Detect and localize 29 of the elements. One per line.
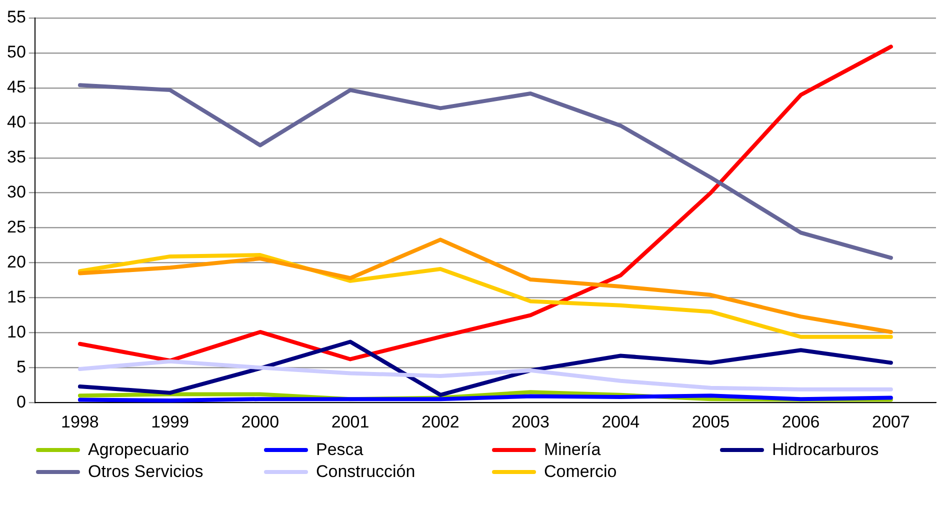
y-tick-label: 55 <box>6 8 26 27</box>
y-tick-label: 45 <box>6 78 26 97</box>
y-tick-label: 15 <box>6 287 26 306</box>
legend-label: Agropecuario <box>88 440 190 460</box>
x-tick-label: 2006 <box>782 412 820 432</box>
x-tick-label: 2002 <box>421 412 460 432</box>
y-tick-label: 10 <box>6 322 26 342</box>
y-tick-label: 5 <box>16 357 26 376</box>
legend-label: Hidrocarburos <box>772 440 879 460</box>
legend-label: Minería <box>544 440 601 460</box>
y-tick-label: 40 <box>6 112 26 132</box>
y-tick-label: 30 <box>6 182 26 202</box>
legend-label: Otros Servicios <box>88 462 204 482</box>
x-tick-label: 2001 <box>331 412 370 432</box>
legend-label: Pesca <box>316 440 364 460</box>
x-tick-label: 2007 <box>872 412 910 432</box>
y-tick-label: 0 <box>16 392 26 412</box>
y-tick-label: 50 <box>6 42 26 62</box>
y-tick-label: 25 <box>6 217 26 236</box>
x-tick-label: 1998 <box>61 412 99 432</box>
x-tick-label: 2000 <box>241 412 280 432</box>
x-tick-label: 2003 <box>512 412 550 432</box>
legend-label: Construcción <box>316 462 416 482</box>
y-tick-label: 20 <box>6 252 26 272</box>
x-tick-label: 1999 <box>151 412 189 432</box>
legend-label: Comercio <box>544 462 617 482</box>
x-tick-label: 2004 <box>602 412 640 432</box>
y-tick-label: 35 <box>6 148 26 167</box>
x-tick-label: 2005 <box>692 412 730 432</box>
